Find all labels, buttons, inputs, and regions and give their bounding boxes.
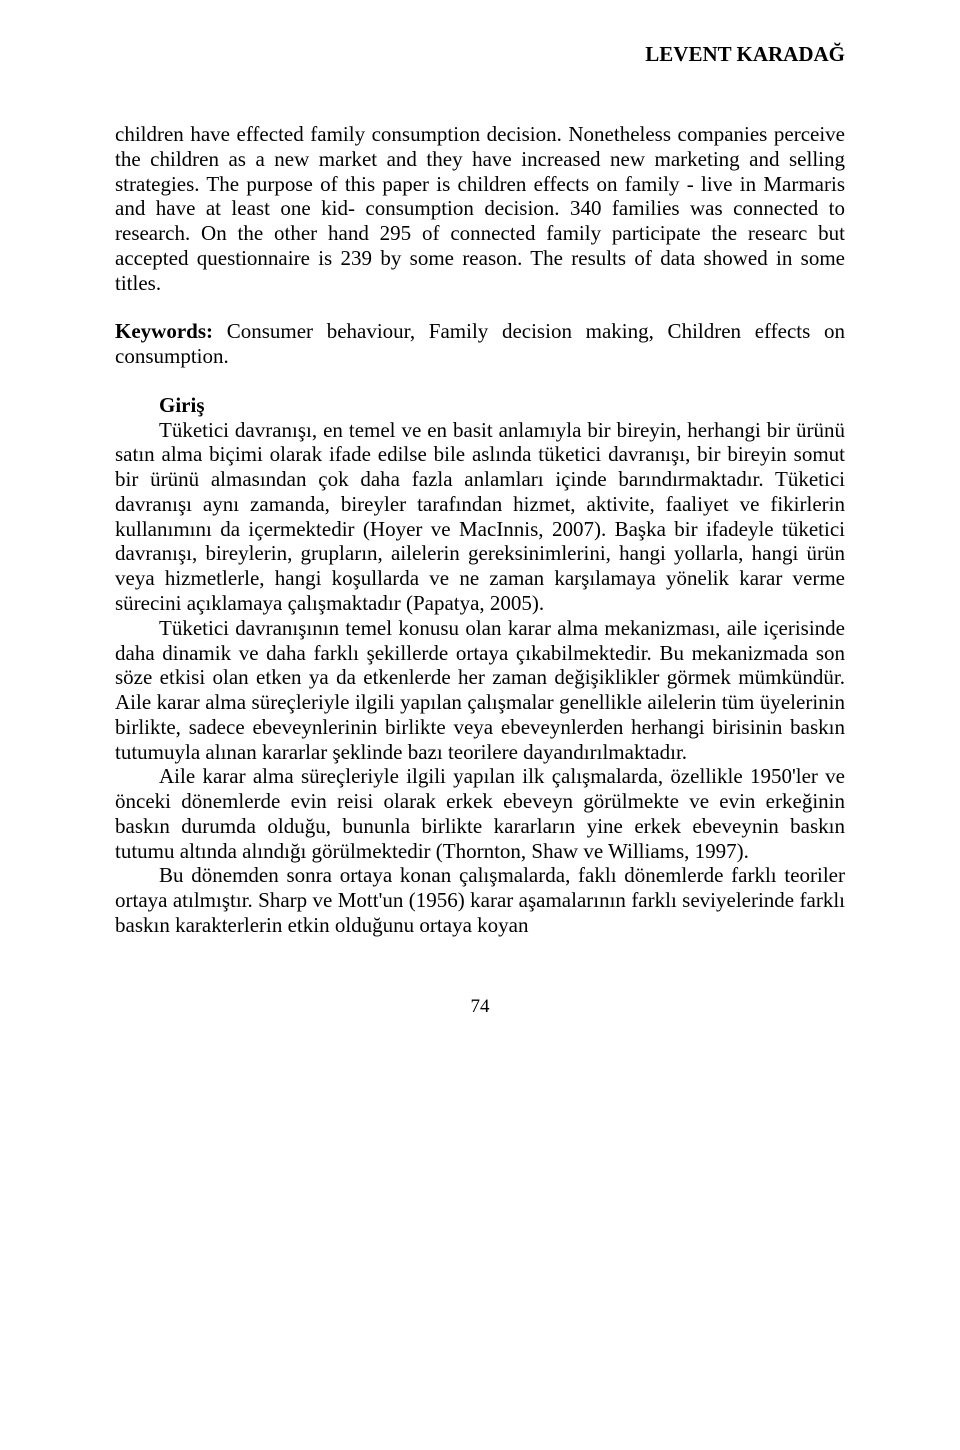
keywords-text: Consumer behaviour, Family decision maki…	[115, 319, 845, 368]
abstract-text: children have effected family consumptio…	[115, 122, 845, 295]
body-paragraph: Tüketici davranışının temel konusu olan …	[115, 616, 845, 765]
keywords-label: Keywords:	[115, 319, 213, 343]
body-paragraph: Bu dönemden sonra ortaya konan çalışmala…	[115, 863, 845, 937]
body-paragraph: Tüketici davranışı, en temel ve en basit…	[115, 418, 845, 616]
keywords-line: Keywords: Consumer behaviour, Family dec…	[115, 319, 845, 369]
body-paragraph: Aile karar alma süreçleriyle ilgili yapı…	[115, 764, 845, 863]
section-title: Giriş	[115, 393, 845, 418]
author-header: LEVENT KARADAĞ	[115, 42, 845, 67]
page-number: 74	[115, 996, 845, 1018]
section-content: Giriş Tüketici davranışı, en temel ve en…	[115, 393, 845, 938]
